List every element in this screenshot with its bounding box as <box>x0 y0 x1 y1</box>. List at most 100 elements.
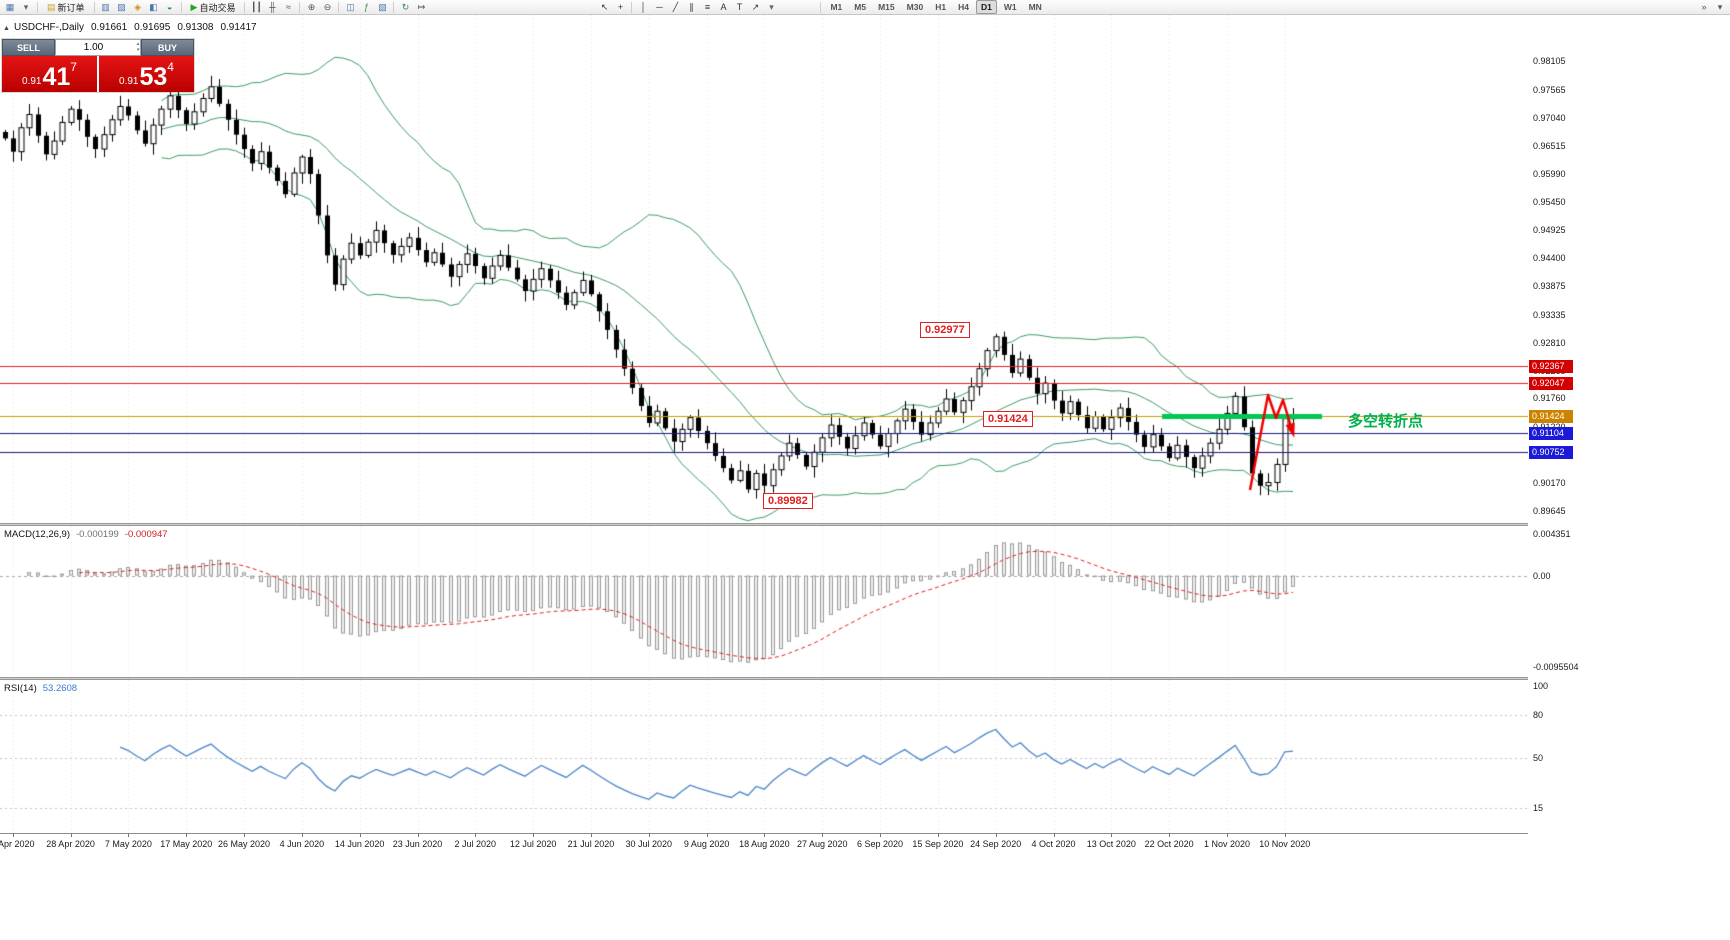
macd-axis-tick: -0.0095504 <box>1533 662 1579 672</box>
lot-spinner[interactable]: ▴ ▾ <box>136 41 139 53</box>
toolbar-separator <box>338 1 340 13</box>
main-chart-canvas[interactable] <box>0 15 1528 523</box>
bar-chart-type-icon[interactable]: ┃┃ <box>251 1 262 12</box>
price-axis[interactable]: 0.98105 0.97565 0.97040 0.96515 0.95990 0.954… <box>1528 15 1730 852</box>
rsi-panel-canvas[interactable] <box>0 680 1528 833</box>
chart-shift-icon[interactable]: ↦ <box>417 1 426 12</box>
date-tick <box>1285 834 1286 837</box>
new-chart-icon[interactable]: ▦ <box>5 1 15 12</box>
date-label: 1 Nov 2020 <box>1203 839 1250 849</box>
market-watch-icon[interactable]: ▥ <box>101 1 110 12</box>
price-tick: 0.93875 <box>1533 280 1566 291</box>
spin-up-icon[interactable]: ▴ <box>136 41 139 47</box>
spin-down-icon[interactable]: ▾ <box>136 47 139 53</box>
lot-size-input[interactable] <box>56 40 140 55</box>
shapes-dropdown-icon[interactable]: ▾ <box>769 1 774 12</box>
lot-size-box: ▴▾ <box>55 39 141 56</box>
toolbar-customize-icon[interactable]: ▾ <box>1717 1 1723 12</box>
label-icon[interactable]: T <box>736 1 743 12</box>
zoom-out-icon[interactable]: ⊖ <box>323 1 332 12</box>
price-tick: 0.89645 <box>1533 505 1566 516</box>
strategy-tester-icon[interactable]: ◒ <box>166 1 173 12</box>
data-window-icon[interactable]: ▨ <box>117 1 126 12</box>
new-order-button[interactable]: ▤ 新订单 <box>47 1 85 13</box>
vertical-line-icon[interactable]: │ <box>640 1 647 12</box>
sell-price-button[interactable]: 0.91 41 7 <box>2 56 97 92</box>
timeframe-h1[interactable]: H1 <box>935 2 947 12</box>
symbol-label: USDCHF-,Daily <box>14 22 84 33</box>
text-icon[interactable]: A <box>720 1 727 12</box>
terminal-icon[interactable]: ◧ <box>149 1 158 12</box>
rsi-name: RSI(14) <box>4 683 37 694</box>
one-click-collapse-icon[interactable]: ▲ <box>3 25 10 32</box>
toolbar-separator <box>244 1 246 13</box>
sell-price-big: 41 <box>42 63 71 91</box>
chart-header: USDCHF-,Daily 0.91661 0.91695 0.91308 0.… <box>14 22 257 33</box>
arrows-tool-icon[interactable]: ↗ <box>751 1 760 12</box>
rsi-axis-tick: 50 <box>1533 752 1544 763</box>
horizontal-line-icon[interactable]: ─ <box>656 1 663 12</box>
time-axis[interactable]: 9 Apr 2020 28 Apr 2020 7 May 2020 17 May 20… <box>0 833 1730 852</box>
timeframe-m1[interactable]: M1 <box>830 2 843 12</box>
sell-price-base: 0.91 <box>22 76 42 87</box>
fibonacci-icon[interactable]: ≡ <box>704 1 711 12</box>
price-tick: 0.92810 <box>1533 337 1566 348</box>
toolbar: ▦ ▾ ▤ 新订单 ▥ ▨ ◈ ◧ ◒ ▶ 自动交易 ┃┃ ╫ ≈ ⊕ ⊖ ◫ ƒ ▧ ↻ ↦ ↖ + │ ─ ╱ ∥ ≡ A T ↗ ▾ M1… <box>0 0 1730 15</box>
date-tick <box>71 834 72 837</box>
date-tick <box>1054 834 1055 837</box>
price-tick: 0.94925 <box>1533 225 1566 236</box>
date-tick <box>360 834 361 837</box>
timeframe-h4[interactable]: H4 <box>958 2 969 12</box>
date-tick <box>1227 834 1228 837</box>
buy-button[interactable]: BUY <box>141 39 194 56</box>
macd-name: MACD(12,26,9) <box>4 529 70 540</box>
price-tick: 0.97565 <box>1533 84 1566 95</box>
date-label: 2 Jul 2020 <box>454 839 497 849</box>
autotrading-button[interactable]: ▶ 自动交易 <box>190 1 236 13</box>
price-tick: 0.95450 <box>1533 197 1566 208</box>
price-label-0.89982[interactable]: 0.89982 <box>763 493 813 509</box>
zoom-in-icon[interactable]: ⊕ <box>307 1 316 12</box>
toolbar-separator <box>180 1 182 13</box>
buy-price-base: 0.91 <box>119 76 139 87</box>
panel-separator-rsi[interactable] <box>0 677 1730 680</box>
channel-icon[interactable]: ∥ <box>689 1 694 12</box>
timeframe-d1[interactable]: D1 <box>975 0 997 14</box>
chart-list-dropdown-icon[interactable]: ▾ <box>23 1 29 12</box>
sell-button[interactable]: SELL <box>2 39 55 56</box>
date-tick <box>244 834 245 837</box>
macd-axis-tick: 0.00 <box>1533 570 1551 581</box>
date-label: 24 Sep 2020 <box>970 839 1022 849</box>
price-label-0.92977[interactable]: 0.92977 <box>920 322 970 338</box>
indicators-icon[interactable]: ƒ <box>363 1 369 12</box>
timeframe-m15[interactable]: M15 <box>878 2 895 12</box>
date-tick <box>302 834 303 837</box>
candlestick-type-icon[interactable]: ╫ <box>269 1 276 12</box>
macd-panel-canvas[interactable] <box>0 526 1528 677</box>
templates-icon[interactable]: ▧ <box>378 1 387 12</box>
cursor-icon[interactable]: ↖ <box>600 1 609 12</box>
price-badge-0.90752: 0.90752 <box>1529 445 1573 459</box>
date-label: 4 Jun 2020 <box>279 839 325 849</box>
timeframe-mn[interactable]: MN <box>1028 2 1042 12</box>
price-label-0.91424[interactable]: 0.91424 <box>983 411 1033 427</box>
price-badge-0.92367: 0.92367 <box>1529 359 1573 373</box>
crosshair-icon[interactable]: + <box>617 1 624 12</box>
pivot-note[interactable]: 多空转折点 <box>1348 413 1424 430</box>
panel-separator-macd[interactable] <box>0 523 1730 526</box>
timeframe-m5[interactable]: M5 <box>854 2 867 12</box>
line-chart-type-icon[interactable]: ≈ <box>285 1 291 12</box>
timeframe-m30[interactable]: M30 <box>906 2 924 12</box>
timeframe-w1[interactable]: W1 <box>1003 2 1017 12</box>
auto-scroll-icon[interactable]: ↻ <box>401 1 410 12</box>
trendline-icon[interactable]: ╱ <box>672 1 679 12</box>
buy-price-button[interactable]: 0.91 53 4 <box>99 56 194 92</box>
tile-windows-icon[interactable]: ◫ <box>346 1 355 12</box>
navigator-icon[interactable]: ◈ <box>134 1 141 12</box>
toolbar-overflow-icon[interactable]: » <box>1701 1 1707 12</box>
date-label: 7 May 2020 <box>104 839 152 849</box>
date-tick <box>996 834 997 837</box>
date-label: 21 Jul 2020 <box>567 839 615 849</box>
date-tick <box>13 834 14 837</box>
